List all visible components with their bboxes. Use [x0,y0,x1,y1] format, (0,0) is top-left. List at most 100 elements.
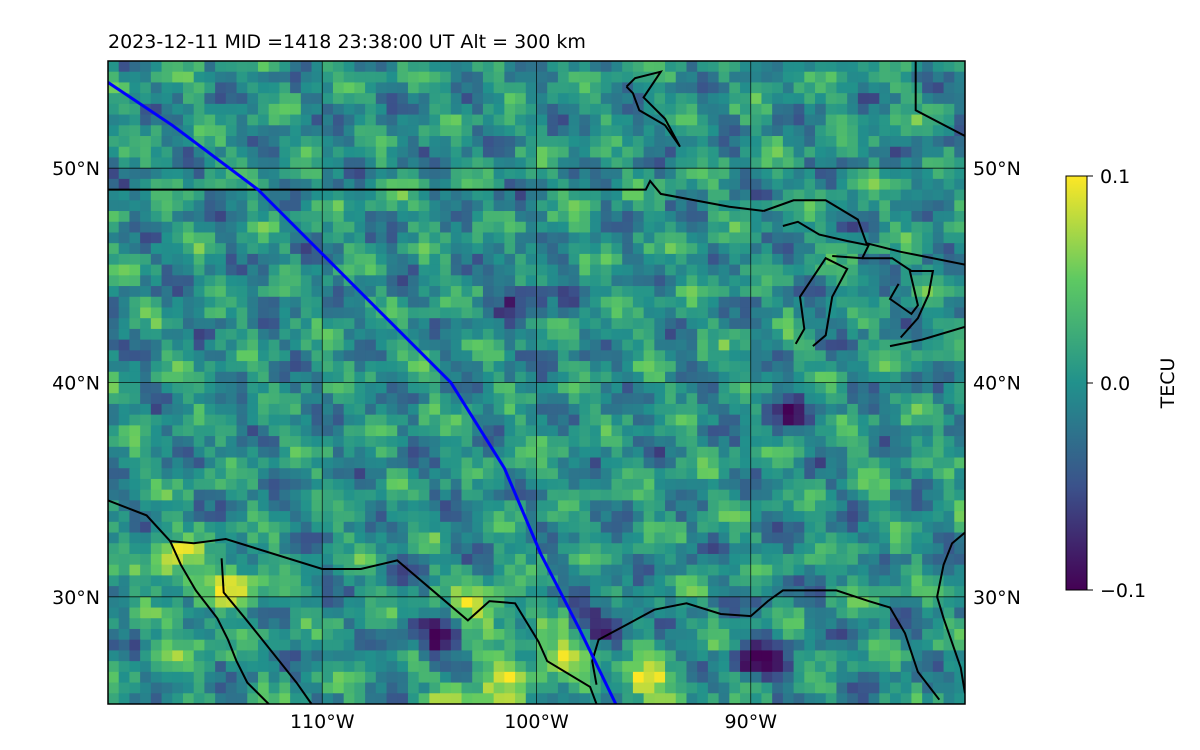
heatmap-cell [857,61,870,73]
heatmap-cell [836,103,848,116]
heatmap-cell [697,618,709,630]
heatmap-cell [204,436,216,448]
heatmap-cell [557,350,570,362]
heatmap-cell [697,371,709,384]
heatmap-cell [654,232,666,244]
heatmap-cell [590,661,602,673]
heatmap-cell [418,318,430,330]
heatmap-cell [622,564,634,576]
heatmap-cell [300,436,313,448]
heatmap-cell [718,189,730,201]
heatmap-cell [504,243,516,255]
heatmap-cell [932,478,945,491]
heatmap-cell [204,211,216,223]
heatmap-cell [718,178,730,191]
heatmap-cell [247,93,259,105]
heatmap-cell [761,468,773,480]
heatmap-cell [815,478,827,491]
heatmap-cell [461,221,473,234]
heatmap-cell [332,71,345,84]
heatmap-cell [161,414,173,426]
heatmap-cell [943,371,955,384]
heatmap-cell [472,511,484,523]
heatmap-cell [375,232,388,244]
heatmap-cell [622,586,634,598]
heatmap-cell [215,232,227,244]
heatmap-cell [686,103,698,116]
heatmap-cell [354,232,366,244]
heatmap-cell [600,125,613,137]
heatmap-cell [429,446,441,459]
heatmap-cell [750,457,763,469]
heatmap-cell [150,414,163,426]
heatmap-cell [729,671,741,684]
heatmap-cell [536,671,548,684]
heatmap-cell [622,478,634,491]
heatmap-cell [750,575,763,587]
heatmap-cell [654,436,666,448]
heatmap-cell [911,211,923,223]
heatmap-cell [782,468,795,480]
heatmap-cell [632,211,645,223]
heatmap-cell [707,425,720,437]
heatmap-cell [847,232,859,244]
heatmap-cell [847,339,859,351]
heatmap-cell [161,468,173,480]
heatmap-cell [108,307,120,319]
heatmap-cell [450,146,463,159]
heatmap-cell [547,318,559,330]
heatmap-cell [108,71,120,84]
heatmap-cell [568,339,580,351]
heatmap-cell [900,307,913,319]
heatmap-cell [857,296,870,309]
heatmap-cell [482,457,495,469]
heatmap-cell [354,200,366,212]
heatmap-cell [707,328,720,341]
heatmap-cell [322,543,334,555]
heatmap-cell [857,403,870,416]
heatmap-cell [300,543,313,555]
heatmap-cell [236,93,248,105]
heatmap-cell [493,553,505,566]
heatmap-cell [354,457,366,469]
heatmap-cell [343,393,355,405]
heatmap-cell [643,446,655,459]
heatmap-cell [268,446,280,459]
heatmap-cell [900,682,913,694]
heatmap-cell [911,532,923,544]
heatmap-cell [472,264,484,276]
heatmap-cell [161,103,173,116]
heatmap-cell [129,200,141,212]
heatmap-cell [418,618,430,630]
heatmap-cell [482,221,495,234]
heatmap-cell [750,232,763,244]
heatmap-cell [547,500,559,512]
heatmap-cell [750,425,763,437]
heatmap-cell [868,339,880,351]
heatmap-cell [311,618,323,630]
heatmap-cell [536,532,548,544]
heatmap-cell [257,296,270,309]
heatmap-cell [182,318,195,330]
heatmap-cell [847,607,859,619]
heatmap-cell [782,350,795,362]
heatmap-cell [375,618,388,630]
heatmap-cell [557,543,570,555]
heatmap-cell [686,500,698,512]
heatmap-cell [772,361,784,373]
heatmap-cell [782,575,795,587]
heatmap-cell [665,564,677,576]
heatmap-cell [847,61,859,73]
heatmap-cell [311,425,323,437]
heatmap-cell [879,125,891,137]
heatmap-cell [375,200,388,212]
heatmap-cell [590,307,602,319]
heatmap-cell [429,478,441,491]
heatmap-cell [665,639,677,652]
heatmap-cell [429,232,441,244]
coastline-segment [220,558,313,704]
heatmap-cell [386,286,398,298]
heatmap-cell [879,296,891,309]
heatmap-cell [504,543,516,555]
heatmap-cell [300,307,313,319]
